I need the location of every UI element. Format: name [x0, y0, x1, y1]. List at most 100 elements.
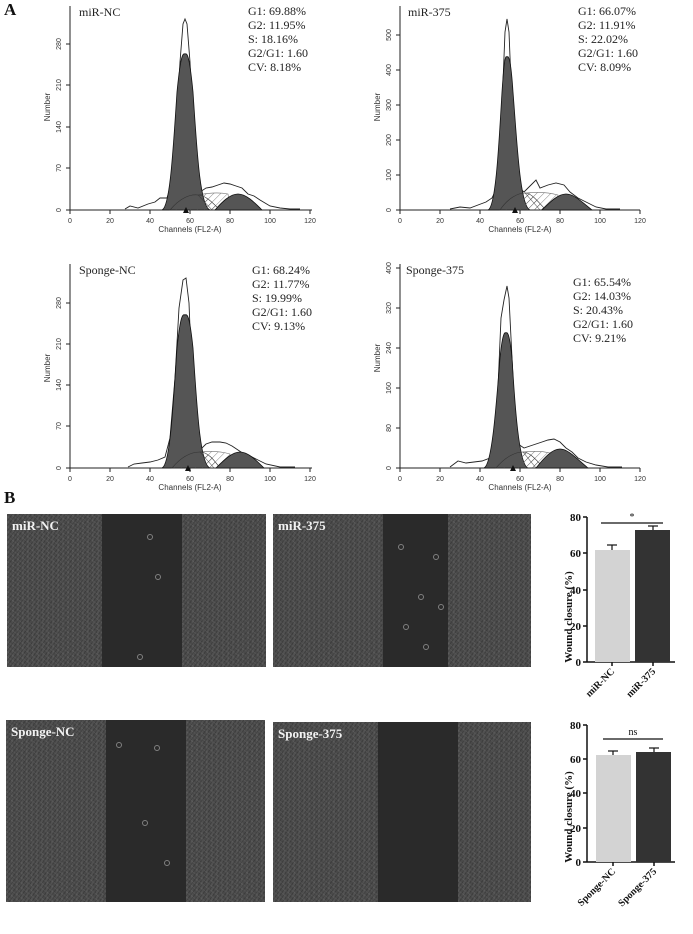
y-axis-label: Number: [43, 92, 52, 121]
x-tick: 120: [304, 476, 316, 483]
hist-title-sponge-nc: Sponge-NC: [79, 263, 136, 277]
y-tick: 280: [56, 297, 63, 309]
y-tick: 200: [386, 134, 393, 146]
stats-sponge-nc: G1: 68.24% G2: 11.77% S: 19.99% G2/G1: 1…: [252, 263, 312, 333]
stat-g1: G1: 65.54%: [573, 275, 631, 289]
x-tick: 80: [226, 218, 234, 225]
y-tick: 0: [386, 208, 393, 212]
y-tick: 0: [56, 466, 63, 470]
y-axis-label: Number: [43, 353, 52, 382]
y-tick: 140: [56, 379, 63, 391]
stat-cv: CV: 8.09%: [578, 60, 632, 74]
y-tick: 240: [386, 342, 393, 354]
wound-label: miR-NC: [12, 518, 59, 533]
stat-g1: G1: 66.07%: [578, 4, 636, 18]
stat-g2: G2: 11.95%: [248, 18, 306, 32]
x-tick: 80: [556, 218, 564, 225]
y-tick: 0: [576, 657, 582, 669]
y-tick: 0: [386, 466, 393, 470]
bar-chart-sponge: Wound closure (%) 0 20 40 60 80 ns Spong…: [545, 715, 693, 934]
x-tick: 40: [476, 476, 484, 483]
bar-mir-nc: [595, 550, 630, 662]
y-axis-label: Wound closure (%): [563, 771, 575, 863]
histogram-mir-nc: 0 20 40 60 80 100 120 Channels (FL2-A) 0…: [30, 2, 330, 237]
x-tick: 0: [68, 476, 72, 483]
stat-g2g1: G2/G1: 1.60: [573, 317, 633, 331]
y-tick: 320: [386, 302, 393, 314]
stat-g2: G2: 11.91%: [578, 18, 636, 32]
y-tick: 160: [386, 382, 393, 394]
x-tick: 20: [106, 476, 114, 483]
y-tick: 210: [56, 338, 63, 350]
wound-label: miR-375: [278, 518, 326, 533]
x-tick: 0: [68, 218, 72, 225]
x-tick: 120: [304, 218, 316, 225]
x-tick: 80: [556, 476, 564, 483]
x-tick: 100: [594, 218, 606, 225]
y-tick: 20: [570, 621, 582, 633]
x-tick: 0: [398, 476, 402, 483]
bar-sponge-375: [636, 752, 671, 862]
x-tick: Sponge-NC: [576, 866, 618, 908]
y-tick: 0: [56, 208, 63, 212]
histogram-mir-375: 0 20 40 60 80 100 120 Channels (FL2-A) 0…: [360, 2, 660, 237]
stat-g2g1: G2/G1: 1.60: [248, 46, 308, 60]
significance-marker: ns: [629, 727, 638, 738]
hist-title-sponge-375: Sponge-375: [406, 263, 464, 277]
stat-s: S: 20.43%: [573, 303, 624, 317]
stat-g1: G1: 68.24%: [252, 263, 310, 277]
x-tick: 120: [634, 476, 646, 483]
y-tick: 70: [56, 164, 63, 172]
y-axis-label: Number: [373, 92, 382, 121]
wound-image-sponge-nc: Sponge-NC: [6, 720, 265, 902]
wound-label: Sponge-NC: [11, 724, 75, 739]
x-tick: 100: [264, 476, 276, 483]
x-tick: 20: [436, 218, 444, 225]
x-tick: 40: [146, 476, 154, 483]
stat-cv: CV: 9.21%: [573, 331, 627, 345]
wound-label: Sponge-375: [278, 726, 343, 741]
x-tick: 40: [146, 218, 154, 225]
x-tick: 100: [264, 218, 276, 225]
hist-title-mir-375: miR-375: [408, 5, 451, 19]
bar-mir-375: [635, 530, 670, 662]
wound-image-mir-nc: miR-NC: [7, 514, 266, 667]
y-tick: 280: [56, 38, 63, 50]
stat-s: S: 19.99%: [252, 291, 303, 305]
hist-title-mir-nc: miR-NC: [79, 5, 121, 19]
x-tick: 40: [476, 218, 484, 225]
x-tick: miR-375: [624, 666, 658, 700]
histogram-sponge-nc: 0 20 40 60 80 100 120 Channels (FL2-A) 0…: [30, 258, 330, 493]
x-axis-label: Channels (FL2-A): [158, 225, 221, 234]
y-axis-label: Wound closure (%): [563, 571, 575, 663]
stat-g2: G2: 14.03%: [573, 289, 631, 303]
significance-marker: *: [630, 512, 635, 523]
wound-image-mir-375: miR-375: [273, 514, 531, 667]
stat-g2: G2: 11.77%: [252, 277, 310, 291]
y-tick: 80: [570, 512, 582, 524]
y-tick: 300: [386, 99, 393, 111]
stat-s: S: 22.02%: [578, 32, 629, 46]
x-tick: 20: [106, 218, 114, 225]
x-tick: 60: [186, 476, 194, 483]
y-tick: 20: [570, 823, 582, 835]
y-tick: 100: [386, 169, 393, 181]
x-tick: 120: [634, 218, 646, 225]
x-tick: 20: [436, 476, 444, 483]
y-tick: 210: [56, 79, 63, 91]
x-tick: 0: [398, 218, 402, 225]
histogram-sponge-375: 0 20 40 60 80 100 120 Channels (FL2-A) 0…: [360, 258, 660, 493]
x-axis-label: Channels (FL2-A): [488, 483, 551, 492]
y-tick: 80: [386, 424, 393, 432]
bar-chart-mir: Wound closure (%) 0 20 40 60 80 * miR-NC…: [545, 505, 693, 710]
x-tick: 60: [516, 476, 524, 483]
stat-g2g1: G2/G1: 1.60: [578, 46, 638, 60]
y-tick: 40: [570, 788, 582, 800]
x-axis-label: Channels (FL2-A): [488, 225, 551, 234]
stats-mir-nc: G1: 69.88% G2: 11.95% S: 18.16% G2/G1: 1…: [248, 4, 308, 74]
y-axis-label: Number: [373, 343, 382, 372]
stat-g1: G1: 69.88%: [248, 4, 306, 18]
stat-s: S: 18.16%: [248, 32, 299, 46]
y-tick: 80: [570, 720, 582, 732]
x-tick: 80: [226, 476, 234, 483]
